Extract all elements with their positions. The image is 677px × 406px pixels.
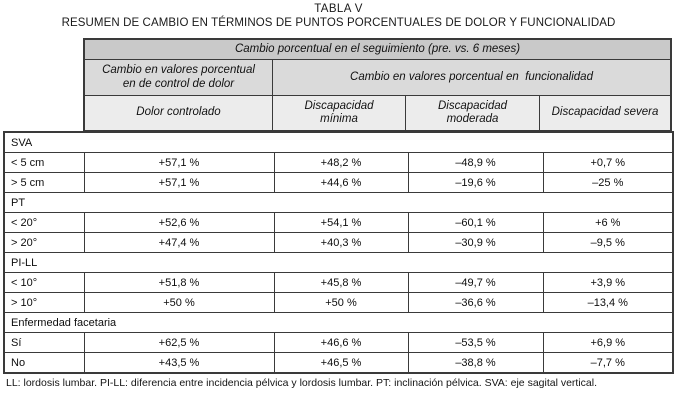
table-row: > 20° +47,4 % +40,3 % –30,9 % –9,5 % [3,232,674,253]
value-cell: +51,8 % [83,272,275,293]
table-number: TABLA V [314,3,363,15]
value-cell: –9,5 % [542,232,674,253]
table-title: RESUMEN DE CAMBIO EN TÉRMINOS DE PUNTOS … [61,17,616,29]
value-cell: +48,2 % [273,152,409,173]
value-cell: –7,7 % [542,352,674,374]
table-row: No +43,5 % +46,5 % –38,8 % –7,7 % [3,352,674,374]
value-cell: +47,4 % [83,232,275,253]
table-row: > 10° +50 % +50 % –36,6 % –13,4 % [3,292,674,313]
header-col-discapacidad-severa: Discapacidad severa [540,96,670,130]
header-col-discapacidad-minima: Discapacidad mínima [273,96,405,130]
section-row-pi-ll: PI-LL [3,252,674,273]
value-cell: +6 % [542,212,674,233]
table-row: > 5 cm +57,1 % +44,6 % –19,6 % –25 % [3,172,674,193]
row-label: > 20° [3,232,85,253]
value-cell: –48,9 % [407,152,544,173]
header-group-pain-control: Cambio en valores porcentual en de contr… [85,60,272,95]
value-cell: +57,1 % [83,152,275,173]
value-cell: –49,7 % [407,272,544,293]
value-cell: –60,1 % [407,212,544,233]
section-label: Enfermedad facetaria [3,312,674,333]
value-cell: +52,6 % [83,212,275,233]
section-row-sva: SVA [3,131,674,153]
row-label: > 10° [3,292,85,313]
value-cell: +50 % [83,292,275,313]
value-cell: –53,5 % [407,332,544,353]
results-table: SVA < 5 cm +57,1 % +48,2 % –48,9 % +0,7 … [3,131,675,374]
header-followup-span: Cambio porcentual en el seguimiento (pre… [85,40,670,59]
value-cell: +40,3 % [273,232,409,253]
value-cell: +46,5 % [273,352,409,374]
value-cell: +44,6 % [273,172,409,193]
value-cell: –19,6 % [407,172,544,193]
section-label: SVA [3,131,674,153]
row-label: < 20° [3,212,85,233]
table-caption: TABLA V RESUMEN DE CAMBIO EN TÉRMINOS DE… [0,2,677,30]
value-cell: –38,8 % [407,352,544,374]
header-col-dolor-controlado: Dolor controlado [85,96,272,130]
value-cell: +45,8 % [273,272,409,293]
table-row: Sí +62,5 % +46,6 % –53,5 % +6,9 % [3,332,674,353]
value-cell: +46,6 % [273,332,409,353]
row-label: > 5 cm [3,172,85,193]
value-cell: +6,9 % [542,332,674,353]
value-cell: –30,9 % [407,232,544,253]
row-label: Sí [3,332,85,353]
value-cell: –36,6 % [407,292,544,313]
value-cell: +57,1 % [83,172,275,193]
row-label: No [3,352,85,374]
section-label: PT [3,192,674,213]
table-footnote: LL: lordosis lumbar. PI-LL: diferencia e… [6,377,598,389]
header-col-discapacidad-moderada: Discapacidad moderada [406,96,539,130]
value-cell: +43,5 % [83,352,275,374]
value-cell: +3,9 % [542,272,674,293]
value-cell: +50 % [273,292,409,313]
value-cell: +62,5 % [83,332,275,353]
header-group-functionality: Cambio en valores porcentual en funciona… [273,60,670,95]
value-cell: –25 % [542,172,674,193]
section-row-enfermedad-facetaria: Enfermedad facetaria [3,312,674,333]
row-label: < 10° [3,272,85,293]
value-cell: +0,7 % [542,152,674,173]
table-row: < 5 cm +57,1 % +48,2 % –48,9 % +0,7 % [3,152,674,173]
value-cell: +54,1 % [273,212,409,233]
row-label: < 5 cm [3,152,85,173]
table-header: Cambio porcentual en el seguimiento (pre… [83,38,672,132]
table-row: < 10° +51,8 % +45,8 % –49,7 % +3,9 % [3,272,674,293]
table-row: < 20° +52,6 % +54,1 % –60,1 % +6 % [3,212,674,233]
section-label: PI-LL [3,252,674,273]
section-row-pt: PT [3,192,674,213]
value-cell: –13,4 % [542,292,674,313]
